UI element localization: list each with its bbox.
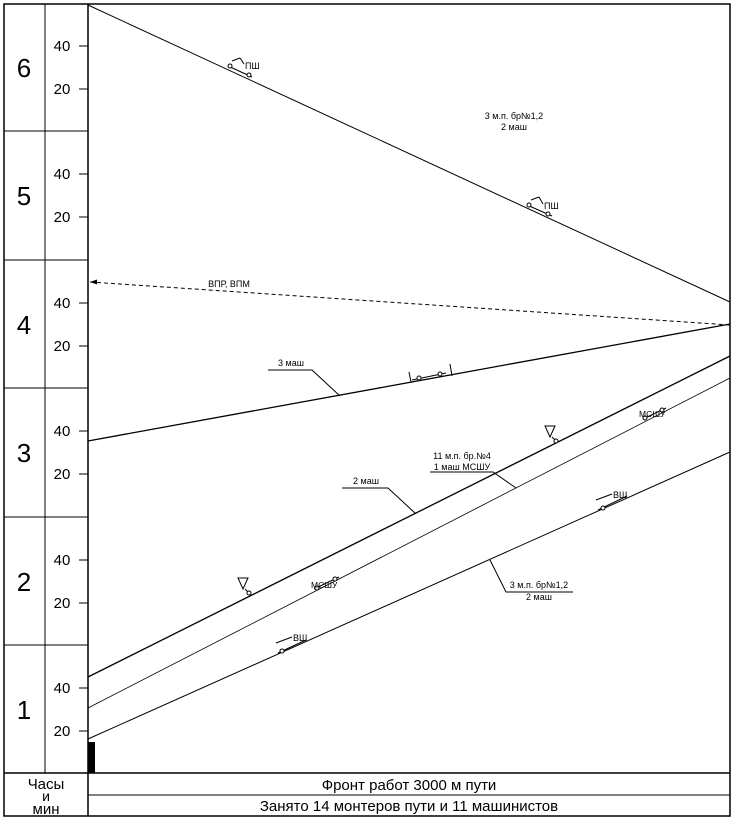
triangle-marker-upper — [544, 425, 559, 444]
minute-label-5-20: 20 — [54, 209, 71, 226]
hour-label-6: 6 — [17, 53, 31, 83]
outer-frame — [3, 3, 731, 817]
leader-3mash — [268, 369, 341, 397]
ps-label-top: ПШ — [245, 61, 260, 71]
hour-label-1: 1 — [17, 695, 31, 725]
vsh-label-lower: ВШ — [293, 633, 307, 643]
ps-machine-icon-top — [227, 57, 253, 78]
vsh-machine-icon-upper — [595, 493, 628, 511]
hour-label-2: 2 — [17, 567, 31, 597]
minute-ticks — [79, 45, 88, 732]
hour-label-3: 3 — [17, 438, 31, 468]
mshu-label-lower: МСШУ — [311, 580, 338, 590]
line-2mash — [87, 355, 731, 678]
minute-label-3-20: 20 — [54, 466, 71, 483]
line-top-ps — [87, 4, 731, 303]
brigade4-line2: 1 маш МСШУ — [434, 462, 491, 472]
brigade12-top-line1: 3 м.п. бр№1,2 — [485, 111, 543, 121]
minute-label-4-40: 40 — [54, 295, 71, 312]
leader-2mash — [342, 487, 417, 515]
axis-label-minutes: мин — [33, 801, 60, 818]
minute-label-1-20: 20 — [54, 723, 71, 740]
leader-brigade4 — [430, 471, 517, 489]
vsh-machine-icon-lower — [275, 636, 307, 654]
minute-label-4-20: 20 — [54, 338, 71, 355]
brigade12-bottom-line1: 3 м.п. бр№1,2 — [510, 580, 568, 590]
minute-label-6-40: 40 — [54, 38, 71, 55]
vsh-label-upper: ВШ — [613, 490, 627, 500]
minute-label-1-40: 40 — [54, 680, 71, 697]
hour-label-4: 4 — [17, 310, 31, 340]
mshu-machine-icon-lower — [313, 576, 340, 591]
ps-label-mid: ПШ — [544, 201, 559, 211]
front-of-works-label: Фронт работ 3000 м пути — [322, 777, 497, 794]
line-3mash — [87, 323, 731, 442]
triangle-marker-lower — [237, 577, 252, 596]
start-marker — [88, 742, 95, 773]
line-vpr-dashed — [89, 281, 731, 326]
mash3-label: 3 маш — [278, 358, 304, 368]
hour-label-5: 5 — [17, 181, 31, 211]
minute-label-5-40: 40 — [54, 166, 71, 183]
brigade12-top-line2: 2 маш — [501, 122, 527, 132]
minute-label-6-20: 20 — [54, 81, 71, 98]
minute-label-2-20: 20 — [54, 595, 71, 612]
vpr-arrowhead — [90, 279, 97, 285]
staff-label: Занято 14 монтеров пути и 11 машинистов — [260, 798, 558, 815]
line-mshu — [87, 377, 731, 709]
leader-brigade12-bottom — [489, 559, 573, 593]
mshu-label-upper: МСШУ — [639, 409, 666, 419]
minute-label-2-40: 40 — [54, 552, 71, 569]
vpr-machine-icon — [408, 363, 453, 383]
hour-separators — [4, 130, 88, 646]
ps-machine-icon-mid — [526, 196, 553, 217]
mash2-label: 2 маш — [353, 476, 379, 486]
brigade12-bottom-line2: 2 маш — [526, 592, 552, 602]
mshu-machine-icon-upper — [642, 407, 667, 421]
vpr-label: ВПР, ВПМ — [208, 279, 250, 289]
axis-label-and: и — [42, 788, 50, 804]
brigade4-line1: 11 м.п. бр.№4 — [433, 451, 491, 461]
minute-label-3-40: 40 — [54, 423, 71, 440]
line-vsh — [87, 451, 731, 740]
axis-label-hours: Часы — [28, 776, 65, 793]
